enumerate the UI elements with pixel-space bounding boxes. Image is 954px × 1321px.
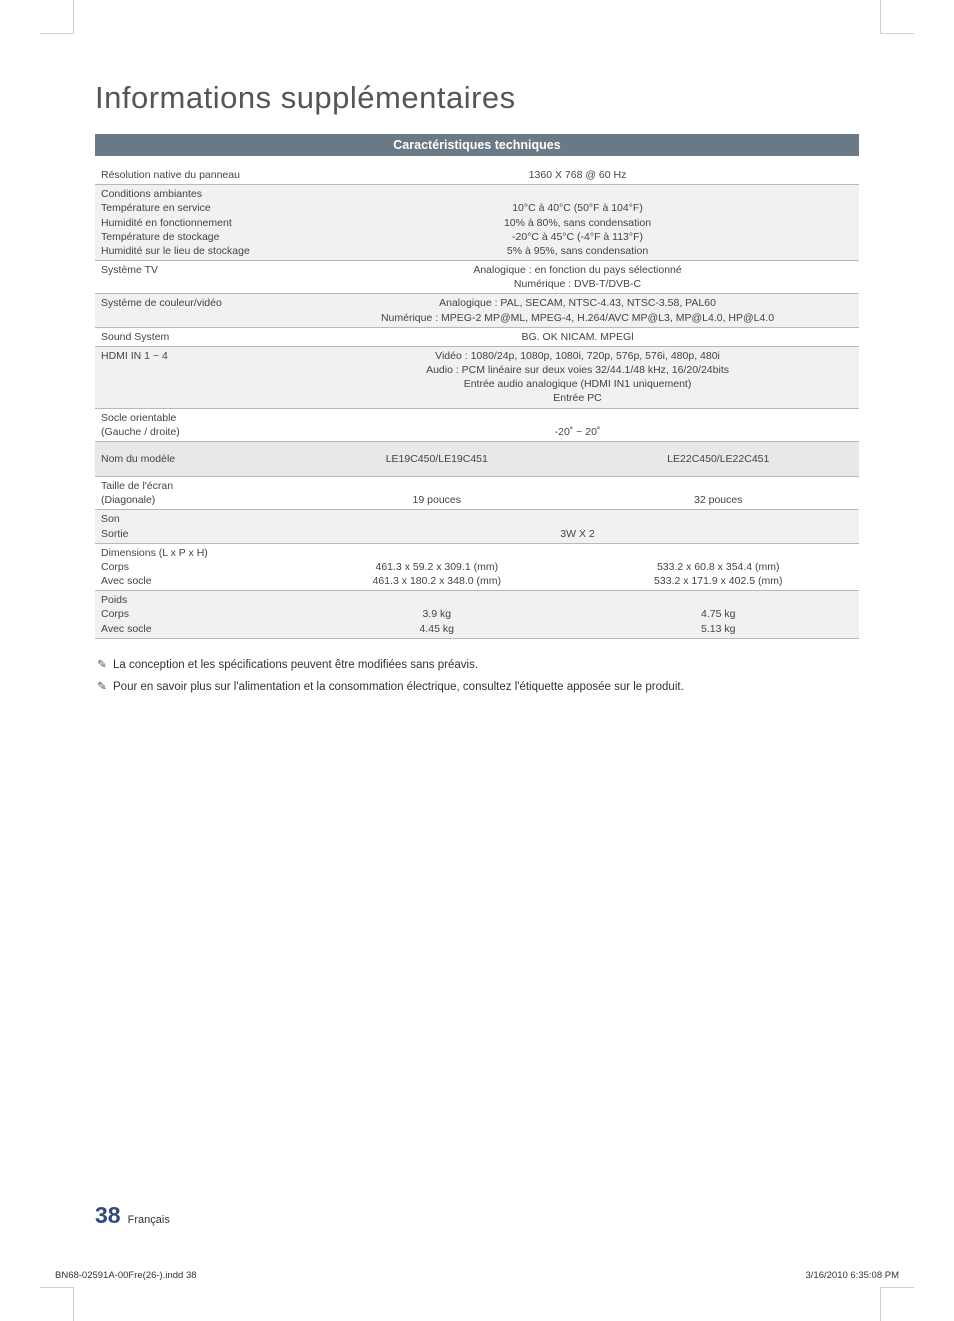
spec-value: Analogique : PAL, SECAM, NTSC-4.43, NTSC… [296,294,859,327]
spec-label: Taille de l'écran(Diagonale) [95,477,296,510]
print-footer: BN68-02591A-00Fre(26-).indd 38 3/16/2010… [55,1270,899,1281]
table-row: Dimensions (L x P x H)CorpsAvec socle 46… [95,543,859,591]
spec-label: Dimensions (L x P x H)CorpsAvec socle [95,543,296,591]
spec-value: BG. OK NICAM. MPEGl [296,327,859,346]
table-row: Système de couleur/vidéoAnalogique : PAL… [95,294,859,327]
print-footer-right: 3/16/2010 6:35:08 PM [806,1270,900,1281]
spec-value-col2: 533.2 x 60.8 x 354.4 (mm)533.2 x 171.9 x… [578,543,859,591]
notes: ✎La conception et les spécifications peu… [95,655,859,699]
note-icon: ✎ [95,677,109,699]
note-icon: ✎ [95,655,109,677]
page-number: 38 Français [95,1202,170,1229]
table-row: Socle orientable(Gauche / droite) -20˚ ~… [95,408,859,441]
crop-mark [880,1287,914,1321]
section-header: Caractéristiques techniques [95,134,859,156]
spec-value: Vidéo : 1080/24p, 1080p, 1080i, 720p, 57… [296,346,859,408]
page: Informations supplémentaires Caractérist… [0,0,954,1321]
table-row: Conditions ambiantesTempérature en servi… [95,185,859,261]
spec-label: SonSortie [95,510,296,543]
model-header-row: Nom du modèleLE19C450/LE19C451LE22C450/L… [95,441,859,476]
table-row: Sound SystemBG. OK NICAM. MPEGl [95,327,859,346]
crop-mark [40,0,74,34]
spec-value: 1360 X 768 @ 60 Hz [296,166,859,185]
crop-mark [880,0,914,34]
spec-value-col1: 3.9 kg4.45 kg [296,591,577,639]
table-row: Taille de l'écran(Diagonale) 19 pouces 3… [95,477,859,510]
spec-value: -20˚ ~ 20˚ [296,408,859,441]
model-header-col2: LE22C450/LE22C451 [578,441,859,476]
spec-table: Résolution native du panneau1360 X 768 @… [95,166,859,639]
spec-label: Système TV [95,261,296,294]
page-number-lang: Français [128,1214,170,1226]
spec-label: Conditions ambiantesTempérature en servi… [95,185,296,261]
spec-value-col2: 32 pouces [578,477,859,510]
spec-label: Système de couleur/vidéo [95,294,296,327]
spec-value: 3W X 2 [296,510,859,543]
spec-value: Analogique : en fonction du pays sélecti… [296,261,859,294]
note-line: ✎Pour en savoir plus sur l'alimentation … [95,677,859,699]
spec-value-col1: 461.3 x 59.2 x 309.1 (mm)461.3 x 180.2 x… [296,543,577,591]
spec-label: HDMI IN 1 ~ 4 [95,346,296,408]
spec-value: 10°C à 40°C (50°F à 104°F)10% à 80%, san… [296,185,859,261]
spec-label: PoidsCorpsAvec socle [95,591,296,639]
crop-mark [40,1287,74,1321]
spec-value-col1: 19 pouces [296,477,577,510]
table-row: Système TVAnalogique : en fonction du pa… [95,261,859,294]
table-row: PoidsCorpsAvec socle 3.9 kg4.45 kg 4.75 … [95,591,859,639]
spec-label: Résolution native du panneau [95,166,296,185]
model-header-label: Nom du modèle [95,441,296,476]
page-title: Informations supplémentaires [95,80,859,116]
table-row: SonSortie 3W X 2 [95,510,859,543]
spec-label: Sound System [95,327,296,346]
note-line: ✎La conception et les spécifications peu… [95,655,859,677]
spec-value-col2: 4.75 kg5.13 kg [578,591,859,639]
table-row: Résolution native du panneau1360 X 768 @… [95,166,859,185]
model-header-col1: LE19C450/LE19C451 [296,441,577,476]
table-row: HDMI IN 1 ~ 4Vidéo : 1080/24p, 1080p, 10… [95,346,859,408]
spec-label: Socle orientable(Gauche / droite) [95,408,296,441]
page-number-value: 38 [95,1202,121,1228]
print-footer-left: BN68-02591A-00Fre(26-).indd 38 [55,1270,197,1281]
